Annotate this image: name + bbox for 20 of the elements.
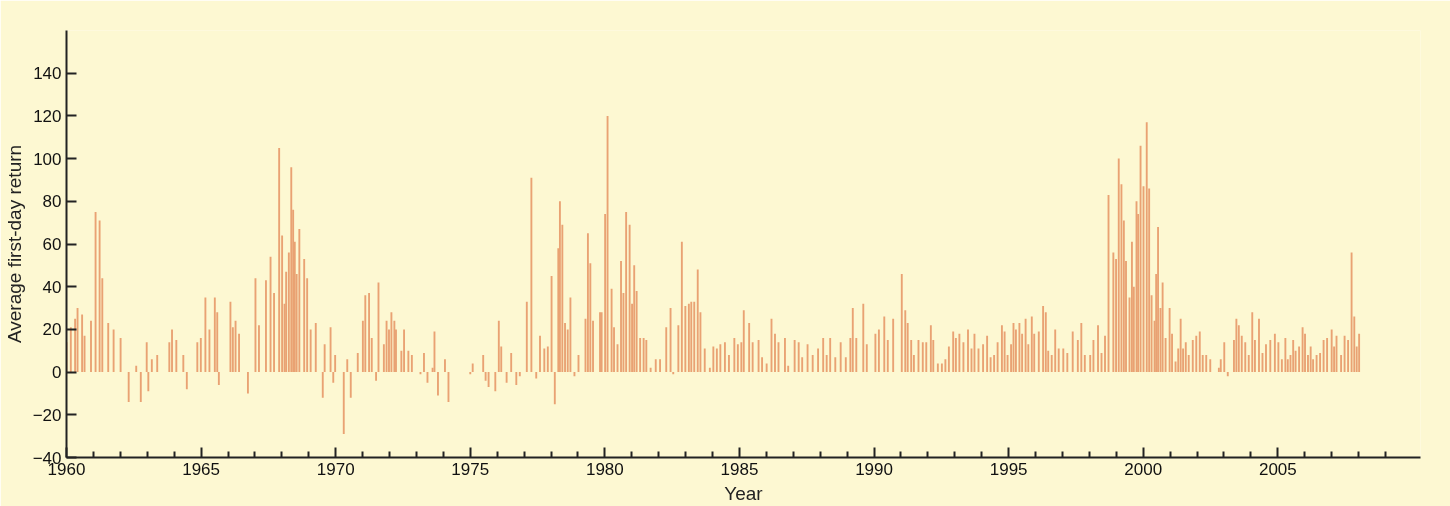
x-tick-label: 1985 [720, 459, 759, 479]
x-tick-label: 1970 [316, 459, 355, 479]
x-tick-label: 2005 [1258, 459, 1297, 479]
y-tick-label: 20 [42, 320, 62, 340]
y-tick-label: 120 [33, 106, 62, 126]
y-tick-label: 60 [42, 235, 62, 254]
x-tick-label: 1975 [451, 459, 490, 479]
x-tick-label: 1990 [855, 459, 893, 479]
x-tick-label: 1980 [585, 459, 624, 479]
y-axis-title: Average first-day return [3, 144, 25, 344]
y-tick-label: 40 [42, 277, 62, 297]
x-tick-label: 2000 [1124, 459, 1163, 479]
y-tick-label: 100 [33, 149, 62, 169]
y-tick-label: 80 [42, 192, 62, 212]
x-tick-label: 1965 [182, 459, 221, 479]
y-tick-label: 0 [52, 363, 62, 383]
x-axis-title: Year [724, 482, 764, 504]
y-tick-label: 140 [33, 64, 62, 84]
y-tick-label: −20 [32, 405, 62, 425]
x-tick-label: 1995 [989, 459, 1028, 479]
